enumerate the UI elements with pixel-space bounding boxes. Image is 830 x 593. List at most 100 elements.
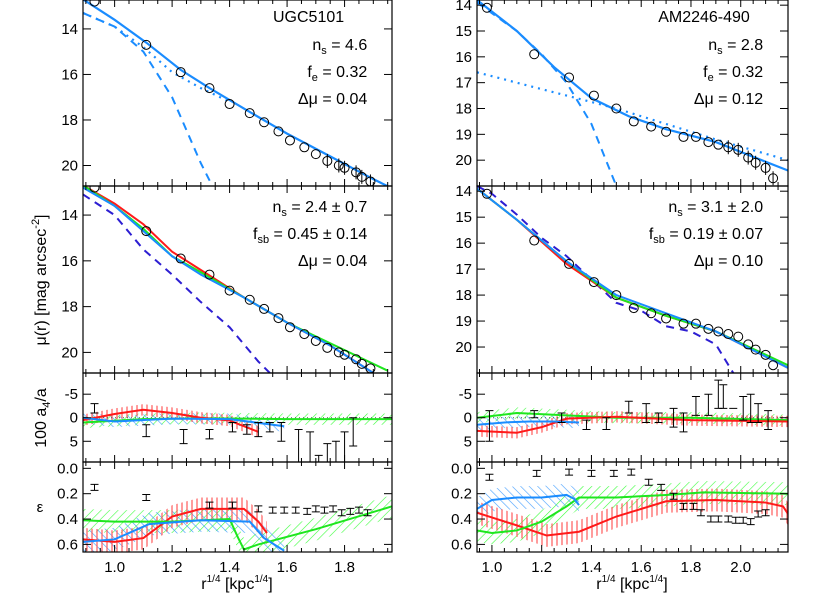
data-point — [299, 329, 310, 340]
y-tick-label: 20 — [61, 158, 78, 175]
panel-sb: 14 16 18 20 ns = 2.4 ± 0.7 fsb = 0.45 ± 0.14 Δ… — [61, 185, 393, 374]
error-bar — [764, 410, 773, 431]
data-point — [628, 116, 639, 127]
green-model-line — [477, 491, 788, 534]
y-tick-label: 0.6 — [451, 536, 472, 553]
y-tick-label: 17 — [455, 261, 472, 278]
error-bar — [642, 403, 651, 423]
error-bar — [294, 429, 303, 462]
x-tick-label: 1.0 — [481, 559, 502, 576]
panel-frame — [476, 461, 789, 553]
data-point — [690, 131, 701, 142]
y-tick-label: -5 — [459, 386, 472, 403]
data-point — [750, 157, 761, 168]
data-point — [175, 253, 186, 264]
uncertainty-band — [477, 483, 580, 521]
x-axis-label-right: r1/4 [kpc1/4] — [596, 574, 667, 593]
panel-fit: 14 16 18 20 UGC5101 ns = 4.6 fe = 0.32 Δμ = 0.0… — [61, 0, 393, 187]
data-point — [760, 162, 771, 173]
data-point — [703, 323, 714, 334]
error-bar — [485, 473, 494, 481]
error-bar — [303, 507, 312, 515]
y-tick-label: 18 — [455, 287, 472, 304]
panel-sb: 14 15 16 17 18 19 20 ns = 3.1 ± 2.0 fsb = 0.19 ±… — [455, 183, 789, 374]
x-axis-label-left: r1/4 [kpc1/4] — [201, 574, 272, 593]
y-tick-label: 0.0 — [451, 460, 472, 477]
error-bar — [761, 509, 770, 517]
y-tick-label: 0.0 — [57, 460, 78, 477]
error-bar — [557, 412, 566, 423]
error-bar — [532, 469, 541, 477]
y-tick-label: 19 — [455, 126, 472, 143]
data-point — [564, 72, 575, 83]
error-bar — [724, 515, 733, 523]
y-tick-label: 5 — [70, 433, 78, 450]
error-bar — [280, 506, 289, 514]
y-tick-label: 20 — [455, 339, 472, 356]
y-tick-label: 14 — [61, 21, 78, 38]
y-tick-label: 18 — [455, 101, 472, 118]
blue-model-line — [83, 519, 285, 552]
error-bar — [254, 421, 263, 438]
error-bar — [142, 424, 151, 438]
y-tick-label: 0.4 — [57, 511, 78, 528]
data-point — [204, 269, 215, 280]
error-bar — [306, 431, 315, 462]
data-point — [299, 142, 310, 153]
y-tick-label: 14 — [61, 207, 78, 224]
data-point — [322, 342, 333, 353]
data-point — [723, 142, 734, 153]
red-model-line — [83, 408, 259, 433]
y-tick-label: 20 — [455, 152, 472, 169]
data-point — [259, 303, 270, 314]
annotation: Δμ = 0.04 — [298, 253, 367, 270]
data-point — [244, 294, 255, 305]
error-bar — [644, 478, 653, 486]
data-point — [713, 139, 724, 150]
x-tick-label: 1.6 — [631, 559, 652, 576]
red-model-line — [83, 507, 268, 543]
data-point — [678, 131, 689, 142]
data-point — [339, 349, 350, 360]
x-tick-label: 1.8 — [334, 559, 355, 576]
error-bar — [205, 429, 214, 440]
y-tick-label: 18 — [61, 299, 78, 316]
error-bar — [739, 516, 748, 524]
blue-model-line — [83, 186, 374, 373]
data-point — [733, 144, 744, 155]
error-bar — [530, 410, 539, 419]
y-axis-label-profile: μ(r) [mag arcsec-2] — [30, 214, 50, 345]
error-bar — [587, 469, 596, 477]
error-bar — [754, 403, 763, 423]
y-tick-label: 16 — [61, 66, 78, 83]
data-point — [175, 67, 186, 78]
data-point — [723, 329, 734, 340]
error-bar — [731, 516, 740, 524]
error-bar — [679, 412, 688, 433]
annotation: fsb = 0.45 ± 0.14 — [253, 226, 367, 246]
data-point — [768, 360, 779, 371]
blue-model-line — [477, 420, 580, 426]
error-bar — [679, 502, 688, 510]
plot-layers: 14 16 18 20 UGC5101 ns = 4.6 fe = 0.32 Δμ = 0.0… — [57, 0, 789, 576]
y-tick-label: 0.2 — [57, 486, 78, 503]
data-point — [661, 313, 672, 324]
data-point — [481, 2, 492, 13]
error-bar — [565, 468, 574, 476]
y-tick-label: 14 — [455, 0, 472, 14]
error-bar — [242, 424, 251, 435]
data-point — [310, 149, 321, 160]
panel-frame — [82, 461, 393, 553]
x-tick-label: 1.2 — [162, 559, 183, 576]
data-point — [284, 322, 295, 333]
error-bar — [228, 421, 237, 433]
y-tick-label: 20 — [61, 344, 78, 361]
data-point — [259, 117, 270, 128]
uncertainty-band — [83, 497, 267, 552]
error-bar — [714, 515, 723, 523]
panel-a4: 5 0 -5 — [459, 372, 789, 463]
x-tick-label: 1.6 — [277, 559, 298, 576]
error-bar — [291, 506, 300, 514]
galaxy-title: UGC5101 — [273, 9, 344, 26]
data-point — [713, 326, 724, 337]
